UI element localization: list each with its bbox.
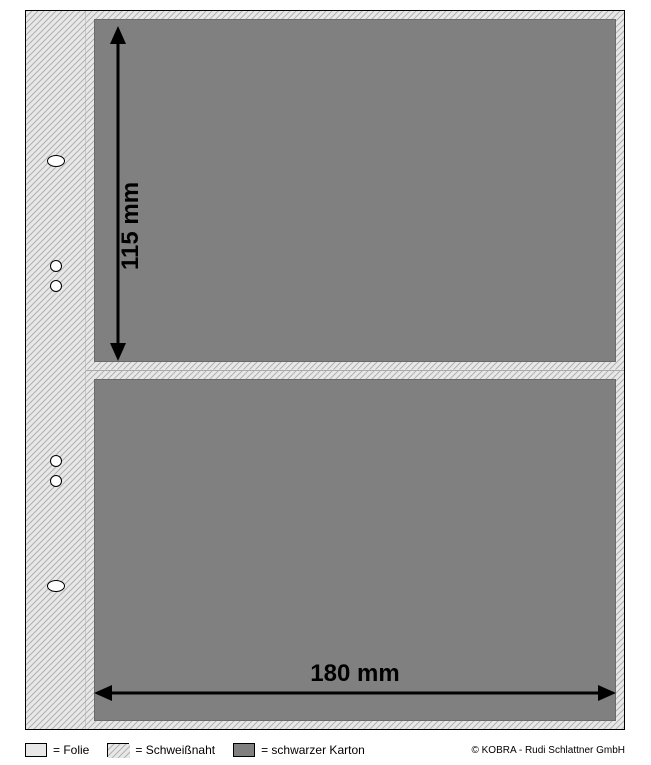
punch-hole bbox=[47, 580, 65, 592]
dimension-horizontal: 180 mm bbox=[94, 649, 616, 714]
swatch-karton bbox=[233, 743, 255, 757]
legend-item-folie: = Folie bbox=[25, 743, 89, 757]
svg-text:115 mm: 115 mm bbox=[117, 182, 144, 270]
punch-hole bbox=[50, 475, 62, 487]
binding-strip bbox=[26, 11, 86, 729]
swatch-folie bbox=[25, 743, 47, 757]
swatch-schweissnaht bbox=[107, 743, 129, 757]
diagram-container: 115 mm 180 mm bbox=[0, 0, 651, 765]
copyright-text: © KOBRA - Rudi Schlattner GmbH bbox=[471, 745, 625, 756]
legend-label: = schwarzer Karton bbox=[261, 743, 365, 757]
punch-hole bbox=[50, 455, 62, 467]
legend-label: = Folie bbox=[53, 743, 89, 757]
svg-text:180 mm: 180 mm bbox=[310, 660, 399, 687]
punch-hole bbox=[50, 260, 62, 272]
collector-sheet: 115 mm 180 mm bbox=[25, 10, 625, 730]
legend: = Folie = Schweißnaht = schwarzer Karton… bbox=[25, 743, 625, 757]
punch-hole bbox=[50, 280, 62, 292]
pocket-bottom: 180 mm bbox=[86, 370, 624, 730]
binding-hatch bbox=[26, 11, 86, 729]
legend-label: = Schweißnaht bbox=[135, 743, 215, 757]
pocket-area: 115 mm 180 mm bbox=[86, 11, 624, 729]
dimension-vertical: 115 mm bbox=[106, 26, 176, 356]
legend-item-karton: = schwarzer Karton bbox=[233, 743, 365, 757]
punch-hole bbox=[47, 155, 65, 167]
pocket-top: 115 mm bbox=[86, 11, 624, 370]
legend-item-schweissnaht: = Schweißnaht bbox=[107, 743, 215, 757]
